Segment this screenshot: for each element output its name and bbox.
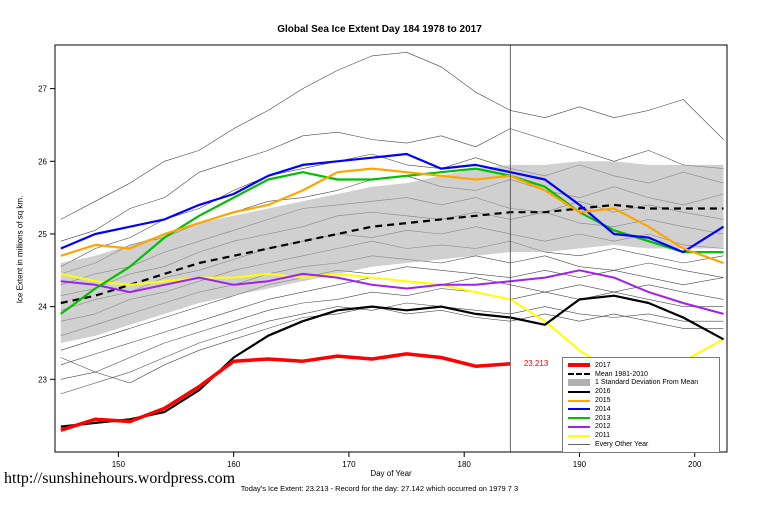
y-tick-label: 27 bbox=[38, 85, 47, 94]
legend-line-swatch bbox=[568, 444, 590, 446]
legend-line-swatch bbox=[568, 373, 590, 376]
legend-label: 2017 bbox=[595, 361, 611, 369]
y-tick-label: 26 bbox=[38, 157, 47, 166]
legend-label: 2013 bbox=[595, 414, 611, 422]
legend-line-swatch bbox=[568, 434, 590, 437]
plot-frame bbox=[54, 44, 728, 453]
legend-label: 1 Standard Deviation From Mean bbox=[595, 379, 699, 387]
chart-caption: Today's Ice Extent: 23.213 - Record for … bbox=[240, 484, 519, 493]
legend-item: 2011 bbox=[568, 431, 714, 440]
y-tick-label: 24 bbox=[38, 303, 47, 312]
ice-extent-annotation: 23.213 bbox=[524, 359, 549, 368]
x-tick-label: 150 bbox=[112, 460, 126, 469]
legend-line-swatch bbox=[568, 363, 590, 368]
legend-label: 2015 bbox=[595, 397, 611, 405]
every-other-year-line bbox=[60, 288, 724, 380]
series-2013 bbox=[60, 167, 724, 315]
legend-item: Every Other Year bbox=[568, 440, 714, 449]
series-2012 bbox=[60, 269, 724, 315]
y-tick-label: 23 bbox=[38, 375, 47, 384]
x-axis-label: Day of Year bbox=[370, 469, 412, 478]
every-other-year-line bbox=[60, 128, 724, 242]
legend-label: Mean 1981-2010 bbox=[595, 370, 648, 378]
every-other-year-line bbox=[60, 266, 724, 351]
legend-item: 2013 bbox=[568, 414, 714, 423]
x-tick-label: 180 bbox=[458, 460, 472, 469]
legend-item: 2014 bbox=[568, 405, 714, 414]
every-other-year-line bbox=[60, 302, 724, 395]
x-tick-label: 190 bbox=[573, 460, 587, 469]
legend-item: 2012 bbox=[568, 423, 714, 432]
legend-label: 2016 bbox=[595, 388, 611, 396]
legend-line-swatch bbox=[568, 408, 590, 411]
x-tick-label: 170 bbox=[342, 460, 356, 469]
legend-line-swatch bbox=[568, 417, 590, 420]
y-tick-label: 25 bbox=[38, 230, 47, 239]
legend-line-swatch bbox=[568, 390, 590, 393]
legend-label: 2011 bbox=[595, 432, 611, 440]
series-2014 bbox=[60, 152, 725, 254]
watermark-url: http://sunshinehours.wordpress.com bbox=[4, 470, 236, 487]
x-tick-label: 160 bbox=[227, 460, 241, 469]
legend-label: Every Other Year bbox=[595, 441, 649, 449]
chart-title: Global Sea Ice Extent Day 184 1978 to 20… bbox=[277, 24, 482, 35]
series-2017 bbox=[60, 352, 511, 432]
legend-line-swatch bbox=[568, 425, 590, 428]
every-other-year-line bbox=[60, 306, 724, 384]
legend-item: 2015 bbox=[568, 396, 714, 405]
std-dev-band bbox=[60, 161, 724, 343]
series-2015 bbox=[60, 167, 724, 265]
legend-label: 2012 bbox=[595, 423, 611, 431]
legend: 2017 Mean 1981-2010 1 Standard Deviation F… bbox=[562, 357, 720, 453]
series-2016 bbox=[60, 294, 725, 428]
series-Mean 1981-2010 bbox=[60, 203, 724, 305]
legend-item: Mean 1981-2010 bbox=[568, 370, 714, 379]
legend-item: 2017 bbox=[568, 361, 714, 370]
every-other-year-line bbox=[60, 52, 724, 220]
x-tick-label: 200 bbox=[688, 460, 702, 469]
legend-item: 1 Standard Deviation From Mean bbox=[568, 379, 714, 388]
legend-band-swatch bbox=[568, 379, 590, 387]
legend-label: 2014 bbox=[595, 405, 611, 413]
legend-line-swatch bbox=[568, 399, 590, 402]
legend-item: 2016 bbox=[568, 387, 714, 396]
